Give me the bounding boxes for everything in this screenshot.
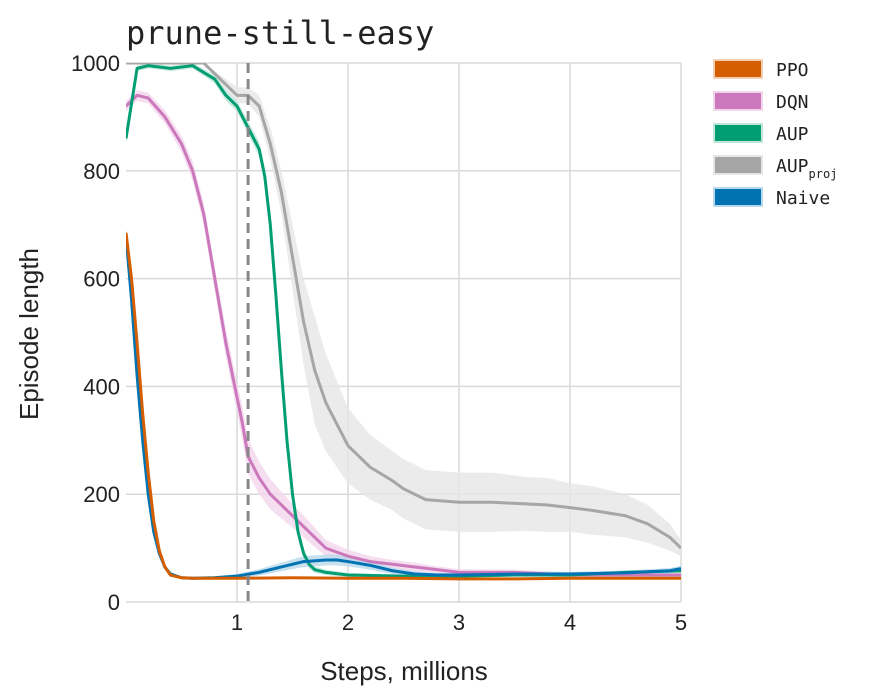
legend-label: PPO bbox=[776, 60, 809, 81]
series-line-aupproj bbox=[126, 63, 681, 550]
x-tick-label: 5 bbox=[675, 610, 687, 635]
legend-swatch bbox=[713, 155, 763, 175]
legend-item-dqn: DQN bbox=[713, 91, 809, 113]
band-dqn bbox=[126, 89, 681, 578]
legend-item-ppo: PPO bbox=[713, 59, 809, 81]
x-tick-label: 3 bbox=[453, 610, 465, 635]
y-tick-label: 0 bbox=[108, 590, 120, 615]
tick-labels: 0 200 400 600 800 1000 1 2 3 4 5 bbox=[71, 51, 687, 635]
confidence-bands bbox=[126, 63, 681, 580]
y-tick-label: 400 bbox=[83, 374, 120, 399]
series-line-ppo bbox=[126, 232, 681, 581]
x-tick-label: 1 bbox=[231, 610, 243, 635]
y-tick-label: 1000 bbox=[71, 51, 120, 76]
x-tick-label: 4 bbox=[564, 610, 576, 635]
legend-label: AUPproj bbox=[776, 156, 837, 181]
legend-label: AUP bbox=[776, 124, 809, 145]
x-tick-label: 2 bbox=[342, 610, 354, 635]
y-axis-label: Episode length bbox=[14, 248, 44, 420]
legend-swatch bbox=[713, 91, 763, 111]
legend-item-aupproj: AUPproj bbox=[713, 155, 837, 181]
x-axis-label: Steps, millions bbox=[320, 656, 488, 686]
band-aupproj bbox=[126, 63, 681, 557]
series-line-naive bbox=[126, 235, 681, 580]
series-lines bbox=[126, 63, 681, 581]
legend-label: DQN bbox=[776, 92, 809, 113]
chart-title: prune-still-easy bbox=[126, 14, 434, 52]
legend: PPO DQN AUP AUPproj Naive bbox=[713, 59, 837, 209]
y-tick-label: 200 bbox=[83, 482, 120, 507]
legend-item-naive: Naive bbox=[713, 187, 830, 209]
legend-swatch bbox=[713, 187, 763, 207]
y-tick-label: 600 bbox=[83, 267, 120, 292]
legend-item-aup: AUP bbox=[713, 123, 809, 145]
y-tick-label: 800 bbox=[83, 159, 120, 184]
legend-label: Naive bbox=[776, 188, 830, 209]
legend-swatch bbox=[713, 59, 763, 79]
series-line-dqn bbox=[126, 93, 681, 577]
legend-swatch bbox=[713, 123, 763, 143]
